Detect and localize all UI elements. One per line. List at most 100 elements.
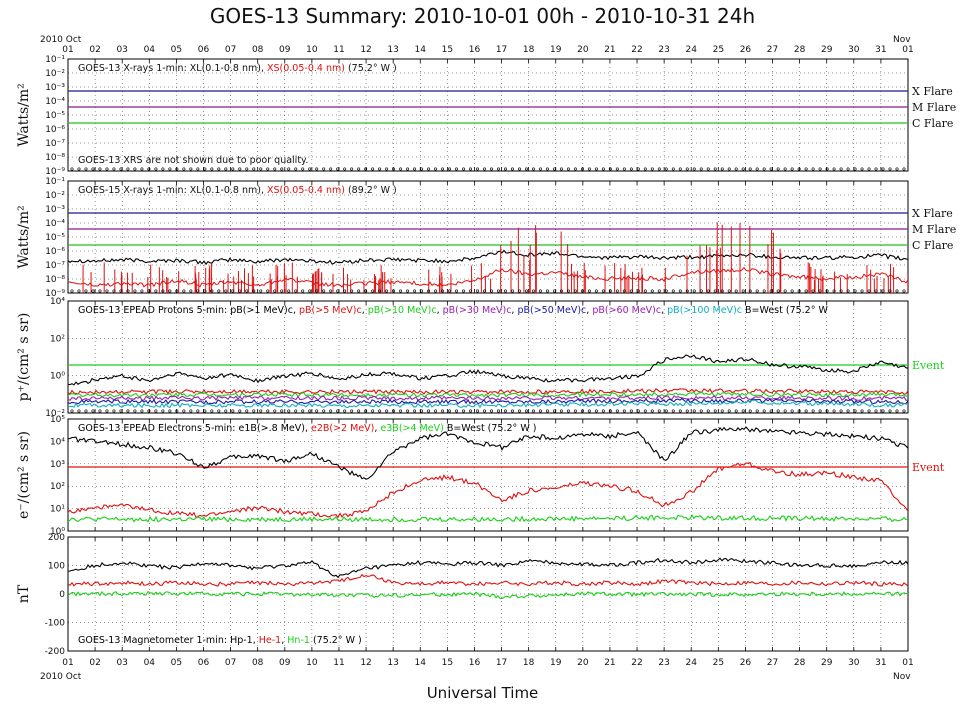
quality-marker [91,289,95,293]
top-day-tick-label: 12 [360,45,371,55]
top-day-tick-label: 24 [685,45,697,55]
quality-marker [776,289,780,293]
quality-marker [483,167,487,171]
quality-marker [434,409,438,413]
top-day-tick-label: 21 [604,45,615,55]
quality-marker [860,167,864,171]
quality-marker [895,167,899,171]
quality-marker [622,167,626,171]
quality-marker [545,289,549,293]
quality-marker [832,289,836,293]
bottom-day-tick-label: 09 [279,658,291,668]
bottom-day-tick-label: 13 [387,658,398,668]
page-title: GOES-13 Summary: 2010-10-01 00h - 2010-1… [209,4,756,28]
quality-marker [860,409,864,413]
y-tick-label: 0 [59,590,65,600]
quality-marker [699,289,703,293]
quality-marker [336,409,340,413]
quality-marker [70,409,74,413]
quality-marker [399,167,403,171]
quality-marker [182,167,186,171]
quality-marker [594,167,598,171]
quality-marker [559,167,563,171]
quality-marker [741,289,745,293]
top-day-tick-label: 14 [415,45,427,55]
quality-marker [448,409,452,413]
quality-marker [594,409,598,413]
caption-part: , [374,423,380,434]
quality-marker [538,167,542,171]
quality-marker [566,409,570,413]
quality-marker [329,167,333,171]
quality-marker [650,409,654,413]
quality-marker [420,167,424,171]
quality-marker [203,167,207,171]
quality-marker [608,167,612,171]
quality-marker [448,289,452,293]
quality-marker [692,289,696,293]
quality-marker [189,289,193,293]
quality-marker [685,167,689,171]
bottom-day-tick-label: 24 [685,658,697,668]
series-line [68,590,908,600]
bottom-day-tick-label: 14 [415,658,427,668]
quality-marker [489,167,493,171]
quality-marker [182,409,186,413]
top-day-tick-label: 17 [496,45,507,55]
top-day-tick-label: 20 [577,45,589,55]
quality-marker [224,167,228,171]
quality-marker [902,409,906,413]
quality-marker [238,289,242,293]
series-line [68,399,908,409]
quality-marker [322,289,326,293]
bottom-day-tick-label: 27 [767,658,778,668]
quality-marker [126,409,130,413]
caption-part: GOES-13 EPEAD Electrons 5-min: [78,423,239,434]
caption-part: pB(>10 MeV)c [368,305,437,316]
quality-marker [147,289,151,293]
series-line [68,354,908,386]
quality-marker [545,409,549,413]
quality-marker [587,289,591,293]
quality-marker [671,289,675,293]
quality-marker [790,409,794,413]
quality-marker [413,409,417,413]
quality-marker [587,409,591,413]
quality-marker [650,167,654,171]
quality-marker [252,289,256,293]
y-tick-label: -200 [45,647,66,657]
quality-marker [147,167,151,171]
quality-marker [524,289,528,293]
y-tick-label: 10⁻⁷ [45,261,65,271]
quality-marker [846,167,850,171]
quality-marker [580,167,584,171]
quality-marker [77,409,81,413]
quality-marker [797,167,801,171]
bottom-day-tick-label: 28 [794,658,806,668]
quality-marker [874,167,878,171]
top-start-label: 2010 Oct [40,35,82,45]
quality-marker [503,289,507,293]
quality-marker [615,167,619,171]
quality-marker [231,409,235,413]
quality-marker [692,409,696,413]
panel-goes13-protons: 10⁴ 10² 10⁰ 10⁻² p⁺/(cm² s sr) Event GOES-13 E… [16,297,945,419]
quality-marker [860,289,864,293]
caption-part: B=West (75.2° W ) [444,423,537,434]
quality-marker [741,167,745,171]
y-tick-label: 10⁻⁶ [45,125,65,135]
panel-goes13-electrons: 10⁵ 10⁴ 10³ 10² 10¹ 10⁰ e⁻/(cm² s sr) Event GOES… [16,415,945,537]
quality-marker [741,409,745,413]
top-day-tick-label: 01 [62,45,73,55]
top-day-tick-label: 25 [713,45,724,55]
quality-marker [98,167,102,171]
y-tick-label: 10⁻⁸ [45,153,65,163]
quality-marker [273,289,277,293]
quality-marker [476,167,480,171]
y-tick-label: 10⁻¹ [45,55,65,65]
quality-marker [343,289,347,293]
caption-part: , [253,635,259,646]
bottom-day-tick-label: 07 [225,658,236,668]
quality-marker [580,409,584,413]
quality-marker [888,167,892,171]
